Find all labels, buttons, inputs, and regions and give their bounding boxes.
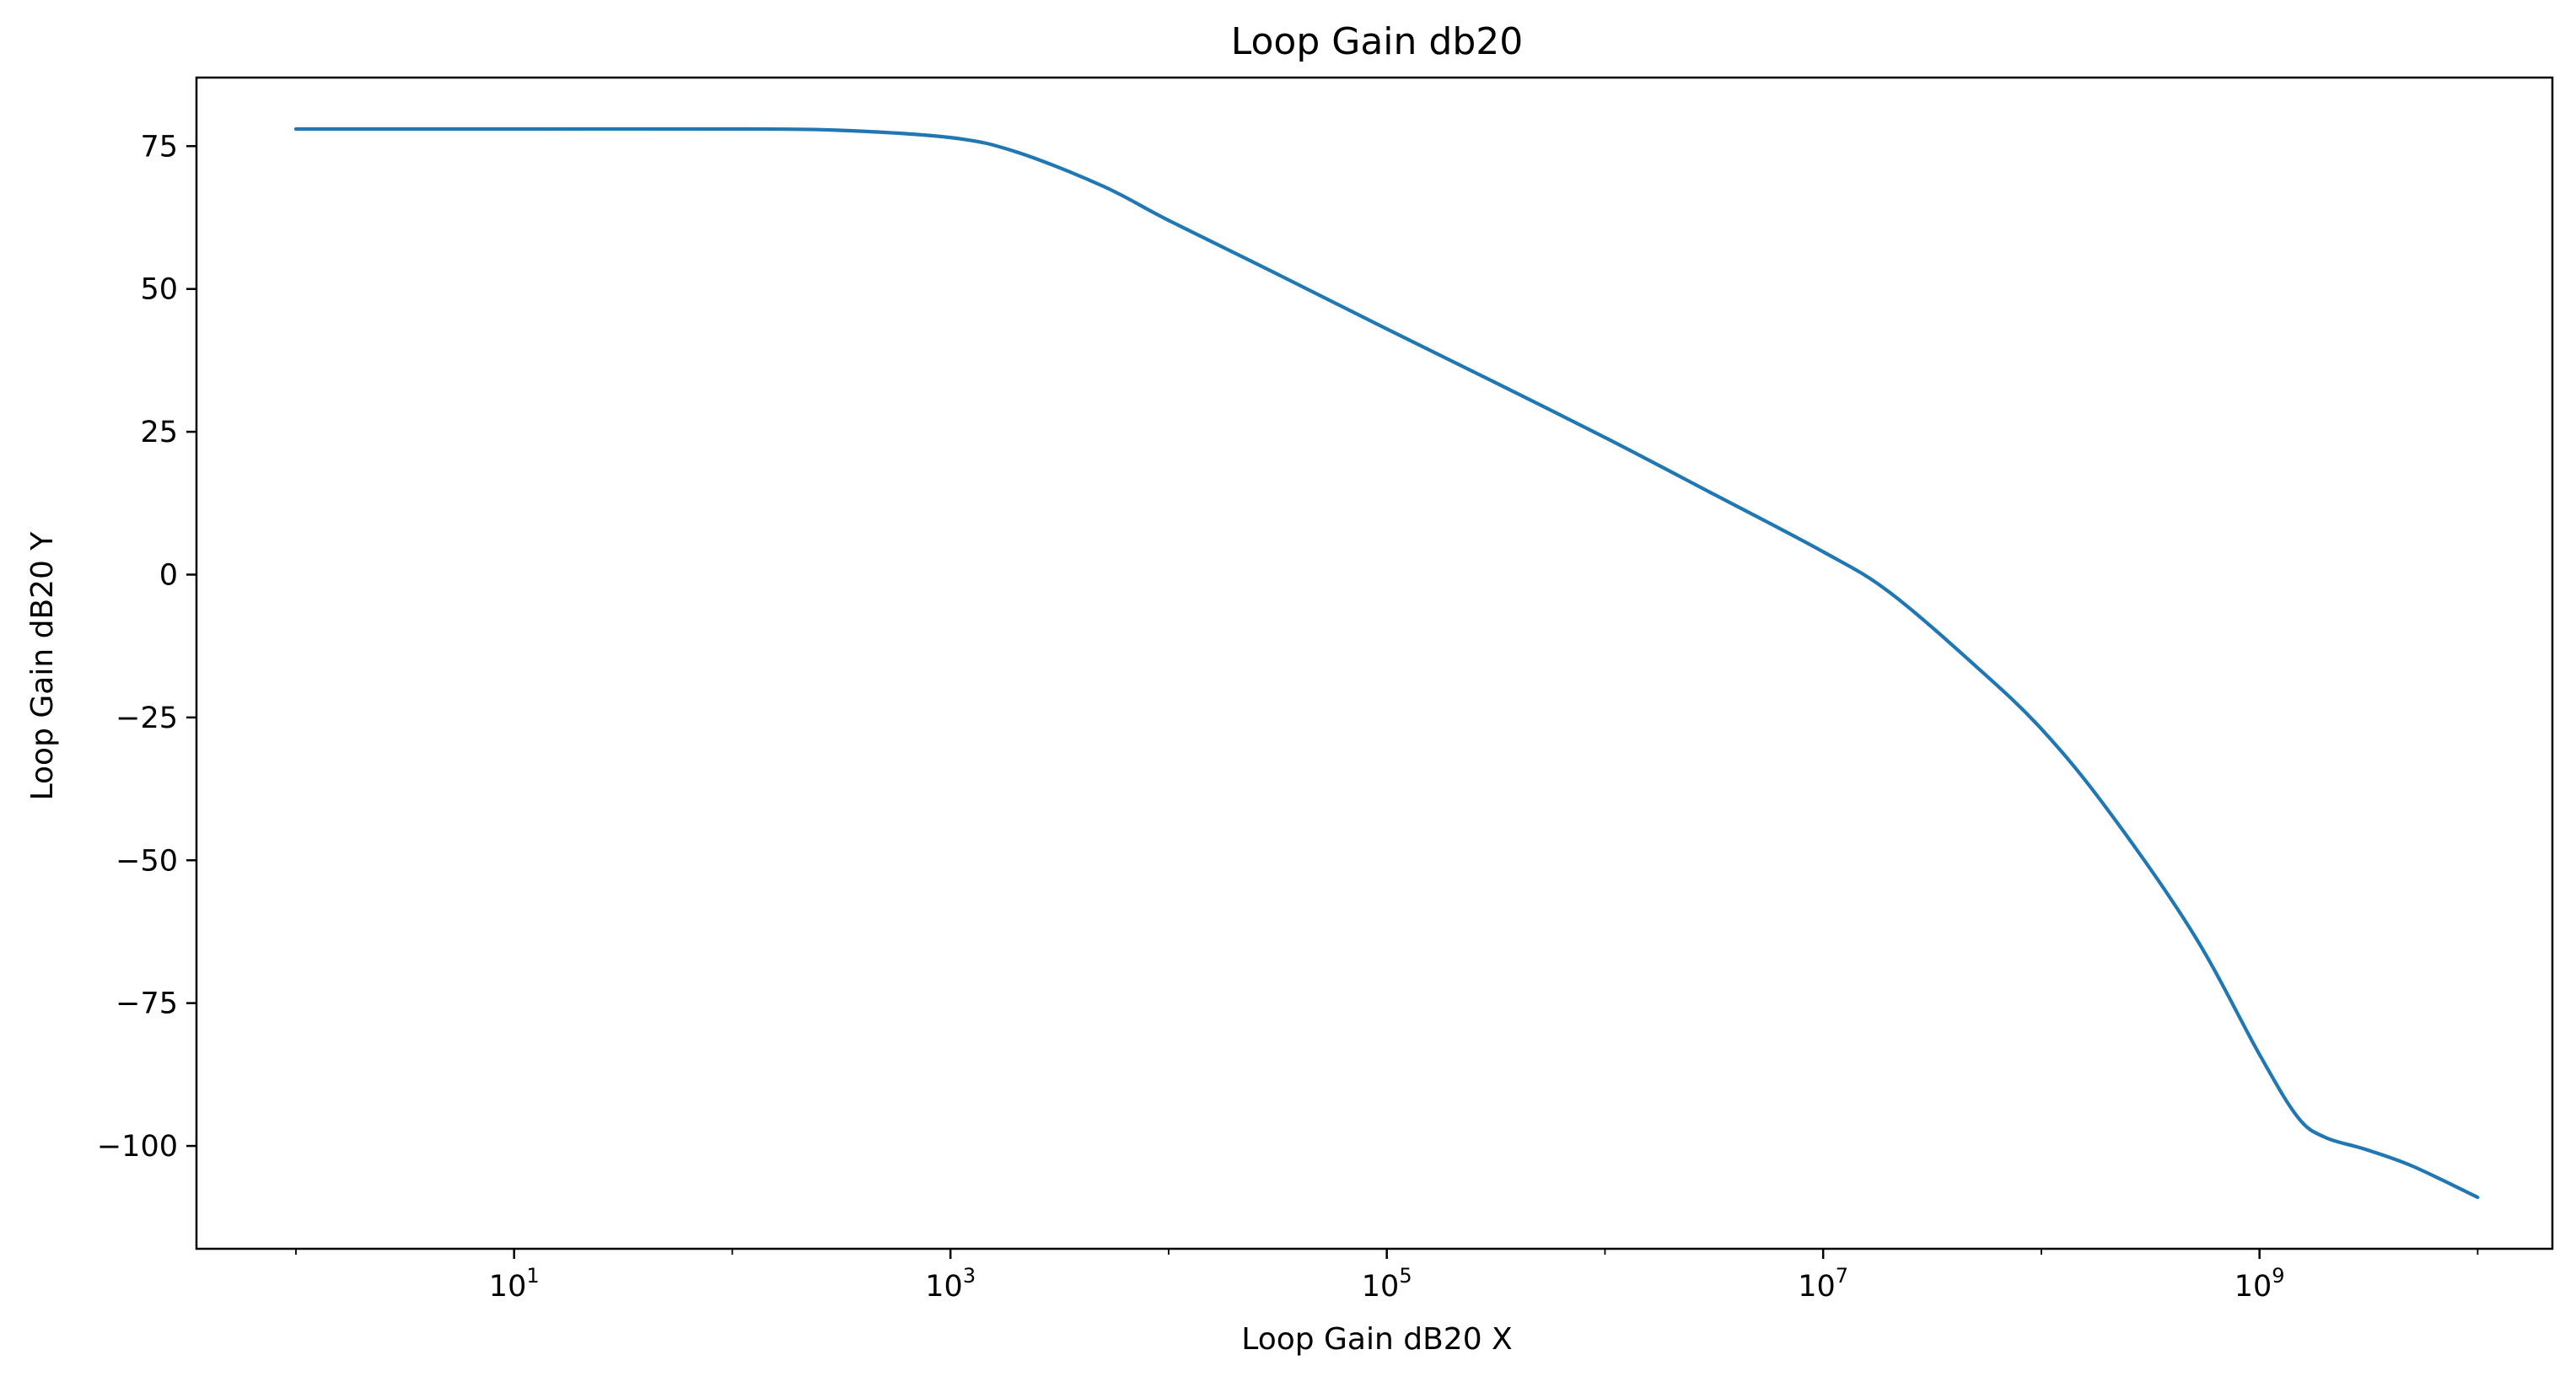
y-tick-label: 50 [140,273,178,307]
x-tick-exponent: 3 [963,1264,976,1288]
x-tick-base: 10 [2235,1270,2272,1304]
x-tick-exponent: 7 [1836,1264,1848,1288]
x-axis-label: Loop Gain dB20 X [1241,1322,1512,1357]
y-axis: 75 50 25 0 −25 −50 −75 −100 [97,130,196,1164]
x-tick-label: 107 [1798,1264,1848,1304]
y-tick-label: −75 [116,987,178,1021]
x-tick-exponent: 1 [526,1264,539,1288]
y-tick-label: 0 [159,558,178,592]
x-tick-base: 10 [925,1270,963,1304]
x-tick-label: 109 [2235,1264,2285,1304]
x-tick-base: 10 [1798,1270,1836,1304]
series-line [293,126,2480,1200]
plot-frame [195,76,2554,1250]
x-tick-label: 103 [925,1264,976,1304]
x-tick-exponent: 9 [2272,1264,2284,1288]
y-tick-label: −100 [97,1130,178,1164]
x-tick-base: 10 [1362,1270,1400,1304]
x-axis: 101 103 105 107 109 [295,1249,2479,1304]
chart-title: Loop Gain db20 [1231,20,1524,63]
x-tick-label: 101 [489,1264,540,1304]
y-tick-label: 25 [140,416,178,449]
x-tick-label: 105 [1362,1264,1412,1304]
y-tick-label: 75 [140,130,178,164]
x-tick-exponent: 5 [1399,1264,1412,1288]
y-axis-label: Loop Gain dB20 Y [25,531,60,801]
y-tick-label: −50 [116,844,178,878]
x-tick-base: 10 [489,1270,527,1304]
y-tick-label: −25 [116,702,178,735]
